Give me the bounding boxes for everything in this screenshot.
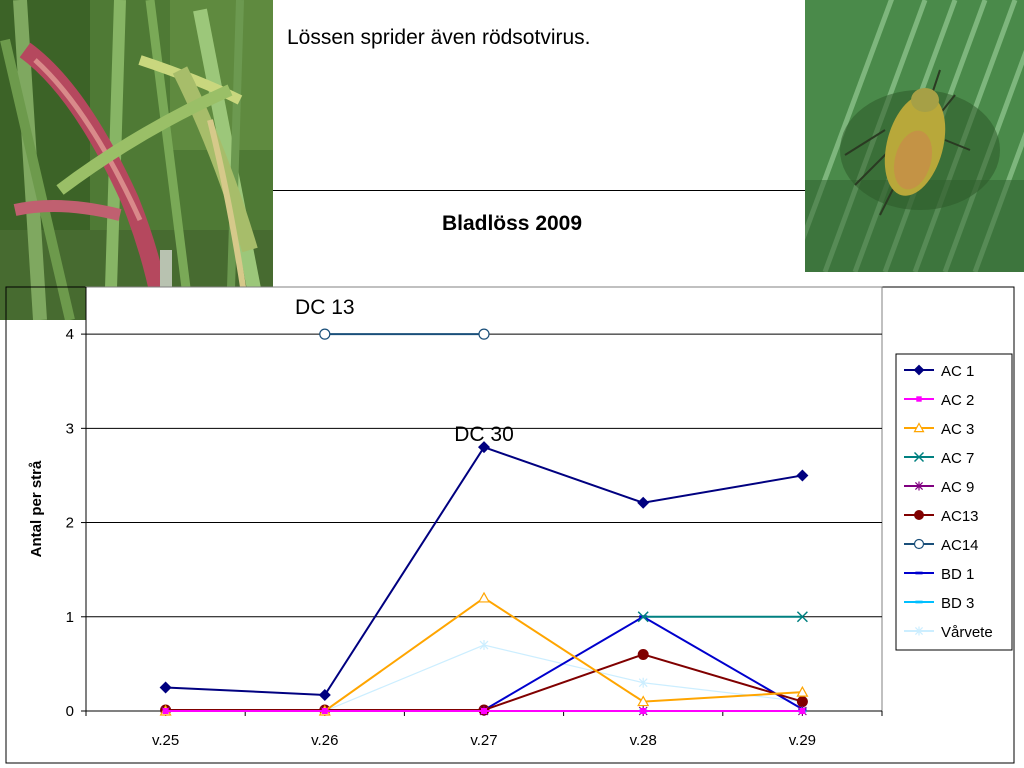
- data-point: [477, 591, 491, 603]
- data-point: [319, 328, 331, 340]
- legend-item: Vårvete: [904, 624, 993, 641]
- divider-line: [273, 190, 805, 191]
- data-point: [796, 685, 809, 697]
- data-point: [478, 328, 490, 340]
- data-point: [637, 496, 650, 509]
- legend-item: AC 9: [904, 479, 974, 496]
- slide-text: Lössen sprider även rödsotvirus.: [287, 26, 591, 49]
- data-point: [796, 696, 808, 708]
- data-point: [913, 422, 925, 433]
- data-point: [318, 688, 331, 701]
- legend-item: AC 3: [904, 421, 974, 438]
- data-point: [916, 396, 922, 402]
- legend-item: AC 7: [904, 450, 974, 467]
- legend-label: AC 7: [941, 450, 974, 467]
- data-point: [640, 708, 647, 714]
- legend-label: AC 9: [941, 479, 974, 496]
- legend-item: AC 2: [904, 392, 974, 409]
- chart-annotation: DC 30: [454, 423, 514, 446]
- data-point: [914, 510, 924, 520]
- data-point: [637, 695, 650, 707]
- x-tick-label: v.25: [152, 732, 179, 749]
- legend-item: AC 1: [904, 363, 974, 380]
- data-point: [915, 600, 923, 604]
- sick-barley-leaves-image: [0, 0, 273, 320]
- data-point: [796, 469, 809, 482]
- data-point: [637, 611, 649, 623]
- legend-label: Vårvete: [941, 624, 993, 641]
- legend-label: BD 1: [941, 566, 974, 583]
- data-point: [799, 708, 806, 714]
- chart-annotation: DC 13: [295, 296, 355, 319]
- y-tick-label: 2: [66, 515, 74, 532]
- data-point: [796, 611, 808, 623]
- y-tick-label: 1: [66, 609, 74, 626]
- chart-title: Bladlöss 2009: [441, 212, 583, 235]
- data-point: [914, 626, 924, 636]
- data-point: [913, 451, 925, 463]
- legend-item: BD 3: [904, 595, 974, 612]
- green-aphid-on-leaf-image: [805, 0, 1024, 272]
- y-tick-label: 0: [66, 703, 74, 720]
- legend-label: AC 1: [941, 363, 974, 380]
- data-point: [638, 677, 648, 688]
- legend-item: AC13: [904, 508, 979, 525]
- x-tick-label: v.27: [470, 732, 497, 749]
- legend-label: AC14: [941, 537, 979, 554]
- x-tick-label: v.26: [311, 732, 338, 749]
- legend-item: BD 1: [904, 566, 974, 583]
- y-tick-label: 4: [66, 326, 74, 343]
- series-ac-2: [162, 708, 806, 714]
- series-ac-7: [637, 611, 808, 623]
- photo-left: [0, 0, 273, 320]
- data-point: [914, 481, 924, 491]
- y-tick-label: 3: [66, 420, 74, 437]
- data-point: [637, 648, 649, 660]
- legend-label: BD 3: [941, 595, 974, 612]
- y-axis-label: Antal per strå: [28, 460, 45, 557]
- data-point: [162, 708, 169, 714]
- series-ac14: [319, 328, 490, 340]
- data-point: [481, 708, 487, 714]
- x-tick-label: v.29: [789, 732, 816, 749]
- legend-label: AC 3: [941, 421, 974, 438]
- legend-label: AC 2: [941, 392, 974, 409]
- data-point: [479, 640, 489, 651]
- data-point: [321, 708, 328, 714]
- legend: AC 1 AC 2 AC 3 AC 7 AC 9 AC13 AC14 BD 1 BD 3 Vårv…: [895, 353, 1013, 651]
- legend-label: AC13: [941, 508, 979, 525]
- data-point: [478, 441, 490, 454]
- series-ac-1: [159, 441, 809, 701]
- data-point: [913, 364, 925, 376]
- x-tick-label: v.28: [630, 732, 657, 749]
- data-point: [915, 571, 923, 575]
- legend-box: [895, 353, 1013, 651]
- photo-right: [805, 0, 1024, 272]
- data-point: [159, 681, 172, 694]
- legend-item: AC14: [904, 537, 979, 554]
- data-point: [913, 538, 925, 550]
